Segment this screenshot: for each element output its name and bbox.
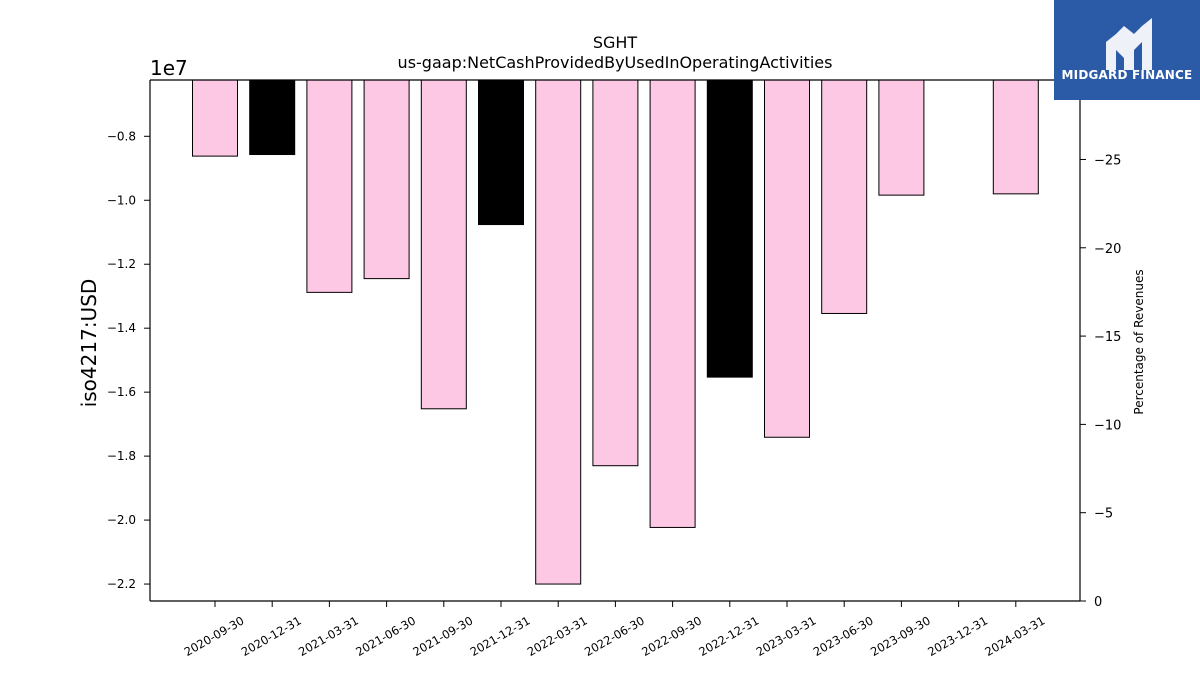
x-tick-label: 2021-12-31 [468,613,533,659]
bar-2021-03-31 [306,79,353,293]
logo-text: MIDGARD FINANCE [1061,68,1193,82]
bar-2022-09-30 [649,79,696,528]
y-axis-label: iso4217:USD [77,279,101,408]
bars [192,79,1039,585]
bar-2021-12-31 [478,79,524,226]
y2-tick-label: −25 [1094,153,1121,168]
bar-2022-03-31 [535,79,582,585]
midgard-finance-logo: MIDGARD FINANCE [1054,0,1200,100]
y-tick-label: −1.6 [107,385,136,399]
x-tick-label: 2022-06-30 [582,613,647,659]
chart-subtitle: us-gaap:NetCashProvidedByUsedInOperating… [398,53,833,72]
y2-tick-label: −15 [1094,330,1121,345]
logo-mark-icon [1106,18,1152,70]
y-tick-label: −2.0 [107,513,136,527]
bar-2021-06-30 [363,79,410,280]
x-tick-label: 2023-06-30 [811,613,876,659]
x-tick-label: 2023-12-31 [925,613,990,659]
bar-2021-09-30 [420,79,467,410]
x-tick-label: 2021-06-30 [353,613,418,659]
bar-2020-12-31 [249,79,296,156]
y2-tick-label: 0 [1094,595,1102,610]
y2-tick-label: −5 [1094,507,1113,522]
bar-2022-06-30 [592,79,639,467]
x-tick-label: 2022-03-31 [525,613,590,659]
y2-tick-label: −20 [1094,242,1121,257]
x-tick-label: 2022-09-30 [639,613,704,659]
x-tick-label: 2021-03-31 [296,613,361,659]
bar-2024-03-31 [992,79,1039,195]
y-tick-label: −1.8 [107,449,136,463]
x-tick-label: 2024-03-31 [982,613,1047,659]
bar-2023-09-30 [878,79,925,196]
x-tick-label: 2021-09-30 [410,613,475,659]
x-tick-label: 2020-09-30 [182,613,247,659]
x-tick-label: 2020-12-31 [239,613,304,659]
y-tick-label: −1.0 [107,193,136,207]
y2-tick-label: −10 [1094,418,1121,433]
bar-2023-06-30 [821,79,868,314]
x-tick-label: 2022-12-31 [696,613,761,659]
bar-2022-12-31 [706,79,753,378]
y-tick-label: −1.2 [107,257,136,271]
bar-2020-09-30 [192,79,238,157]
y2-axis-label: Percentage of Revenues [1132,269,1146,414]
x-tick-label: 2023-03-31 [754,613,819,659]
y-offset-label: 1e7 [150,56,188,80]
y-tick-label: −2.2 [107,577,136,591]
x-tick-label: 2023-09-30 [868,613,933,659]
chart-title: SGHT [593,33,638,52]
bar-2023-03-31 [764,79,810,438]
y-tick-label: −0.8 [107,129,136,143]
y-tick-label: −1.4 [107,321,136,335]
